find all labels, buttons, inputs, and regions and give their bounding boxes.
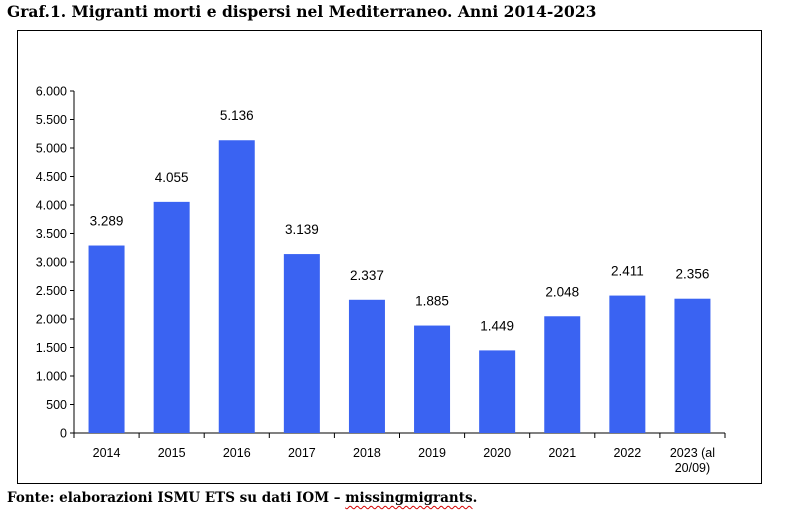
bar — [153, 201, 190, 433]
bar — [283, 254, 320, 433]
y-tick-label: 2.000 — [36, 313, 67, 327]
y-tick-label: 2.500 — [36, 284, 67, 298]
category-label: 2023 (al — [670, 446, 715, 460]
bar — [479, 350, 516, 433]
y-tick-label: 3.500 — [36, 227, 67, 241]
y-tick-label: 4.000 — [36, 199, 67, 213]
bar — [88, 245, 125, 433]
y-tick-label: 1.000 — [36, 370, 67, 384]
y-tick-label: 1.500 — [36, 341, 67, 355]
category-label: 2019 — [418, 446, 446, 460]
bar — [348, 299, 385, 433]
data-label: 4.055 — [155, 170, 189, 185]
y-tick-label: 5.500 — [36, 113, 67, 127]
category-label: 2022 — [613, 446, 641, 460]
category-label: 2017 — [288, 446, 316, 460]
category-label: 2014 — [93, 446, 121, 460]
y-tick-label: 6.000 — [36, 85, 67, 99]
source-note: Fonte: elaborazioni ISMU ETS su dati IOM… — [7, 490, 477, 506]
y-tick-label: 500 — [46, 398, 67, 412]
bar-chart: 0 500 1.000 1.500 2.000 2.500 3.000 3.500 4.000 4… — [36, 85, 726, 475]
bar — [218, 140, 255, 434]
source-suffix: . — [472, 490, 478, 506]
category-label: 2016 — [223, 446, 251, 460]
chart-frame: 0 500 1.000 1.500 2.000 2.500 3.000 3.500 4.000 4… — [17, 30, 762, 484]
y-tick-label: 5.000 — [36, 142, 67, 156]
source-site: missingmigrants — [345, 490, 473, 506]
data-label: 3.289 — [90, 214, 124, 229]
category-label: 2021 — [548, 446, 576, 460]
data-label: 1.885 — [415, 294, 449, 309]
data-label: 1.449 — [480, 318, 514, 333]
source-prefix: Fonte: elaborazioni ISMU ETS su dati IOM… — [7, 490, 346, 506]
data-label: 2.337 — [350, 268, 384, 283]
chart-title: Graf.1. Migranti morti e dispersi nel Me… — [7, 2, 597, 21]
category-label: 2015 — [158, 446, 186, 460]
bar — [414, 325, 451, 433]
y-tick-label: 3.000 — [36, 256, 67, 270]
data-label: 5.136 — [220, 108, 254, 123]
bar — [674, 298, 711, 433]
category-label: 20/09) — [675, 461, 710, 475]
bar — [609, 295, 646, 433]
data-label: 2.411 — [611, 264, 644, 279]
category-label: 2020 — [483, 446, 511, 460]
y-tick-label: 4.500 — [36, 170, 67, 184]
bar — [544, 316, 581, 433]
y-tick-label: 0 — [60, 427, 67, 441]
data-label: 2.048 — [545, 284, 579, 299]
data-label: 2.356 — [676, 267, 710, 282]
data-label: 3.139 — [285, 222, 319, 237]
category-label: 2018 — [353, 446, 381, 460]
